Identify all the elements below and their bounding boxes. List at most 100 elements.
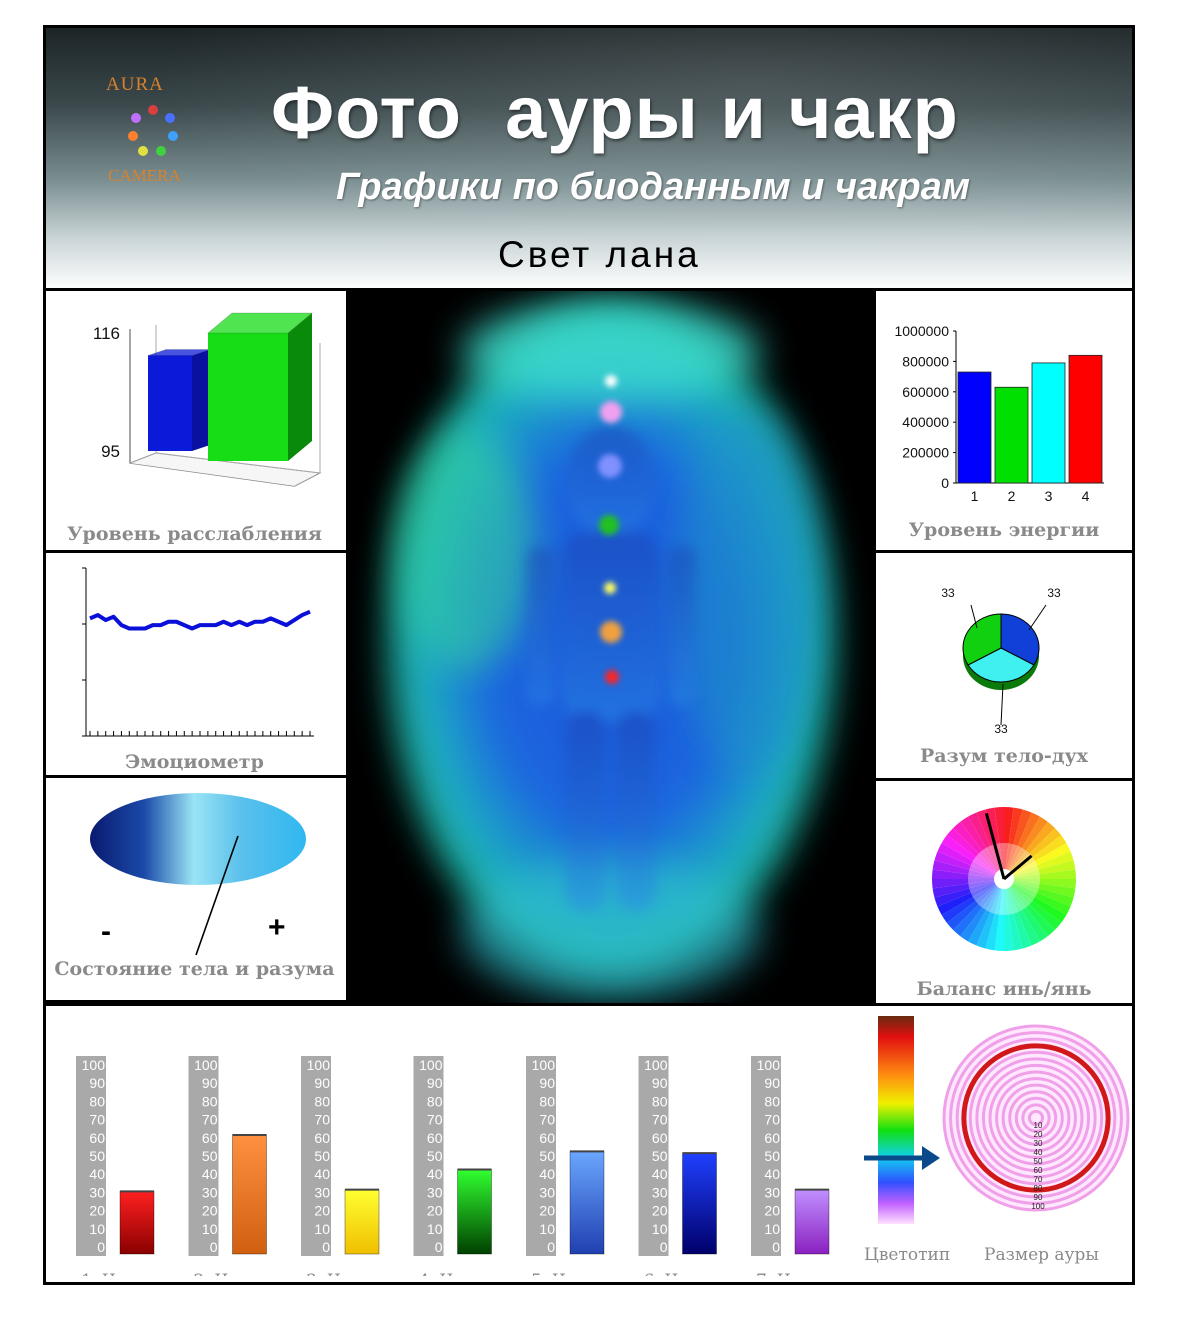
chakra-bar	[119, 1190, 155, 1255]
scale-label: 80	[764, 1093, 780, 1109]
scale-label: 50	[539, 1148, 555, 1164]
page-title: Фото ауры и чакр	[271, 71, 959, 154]
chakra-bar	[682, 1152, 717, 1255]
scale-label: 70	[202, 1112, 218, 1128]
aura-size-label: Размер ауры	[984, 1245, 1099, 1265]
aura-image	[389, 301, 833, 1001]
ring-label: 70	[1034, 1175, 1043, 1184]
chakra-bar	[232, 1134, 267, 1255]
chakra-scale	[638, 1056, 669, 1256]
aura-size-ring	[1001, 1083, 1071, 1153]
scale-label: 60	[539, 1130, 555, 1146]
aura-size-ring	[1027, 1109, 1045, 1127]
aura-size-ring	[988, 1070, 1084, 1166]
energy-bar	[957, 371, 992, 484]
wheel-segment	[941, 879, 1004, 923]
bar-side	[192, 349, 210, 451]
wheel-segment	[1004, 869, 1076, 879]
scale-label: 50	[427, 1148, 443, 1164]
chakra-scale	[188, 1056, 219, 1256]
divider	[873, 778, 1132, 781]
wheel-segment	[994, 879, 1004, 951]
mind-body-spirit-label: Разум тело-дух	[920, 745, 1088, 767]
scale-label: 0	[322, 1239, 330, 1255]
scale-label: 20	[764, 1203, 780, 1219]
scale-label: 0	[210, 1239, 218, 1255]
chakra-label: 1. Чакра	[81, 1271, 158, 1276]
wheel-segment	[1004, 879, 1040, 946]
scale-label: 30	[764, 1184, 780, 1200]
chakra-label: 2. Чакра	[194, 1271, 271, 1276]
y-tick-label: 1000000	[894, 323, 949, 339]
color-spectrum	[878, 1016, 914, 1224]
header-banner	[46, 28, 1132, 290]
scale-label: 70	[652, 1112, 668, 1128]
aura-size-marker	[961, 1043, 1111, 1193]
scale-label: 70	[314, 1112, 330, 1128]
scale-label: 90	[539, 1075, 555, 1091]
scale-label: 20	[652, 1203, 668, 1219]
ring-label: 60	[1034, 1166, 1043, 1175]
scale-label: 50	[314, 1148, 330, 1164]
wheel-segment	[1004, 809, 1032, 879]
scale-label: 0	[660, 1239, 668, 1255]
aura-size-ring	[981, 1063, 1091, 1173]
chakra-bar	[569, 1150, 605, 1255]
scale-label: 40	[539, 1166, 555, 1182]
scale-label: 100	[82, 1057, 106, 1073]
person-name: Свет лана	[498, 234, 701, 275]
wheel-segment	[932, 860, 1004, 879]
scale-label: 60	[764, 1130, 780, 1146]
x-tick-label: 2	[1008, 488, 1016, 504]
body-mind-state-gauge	[90, 793, 306, 956]
scale-label: 90	[652, 1075, 668, 1091]
scale-label: 20	[427, 1203, 443, 1219]
scale-label: 100	[757, 1057, 781, 1073]
ring-label: 40	[1034, 1148, 1043, 1157]
chakra-scale	[413, 1056, 444, 1256]
scale-label: 10	[764, 1221, 780, 1237]
aura-photo	[346, 291, 873, 1003]
wheel-segment	[1004, 807, 1014, 879]
wheel-segment	[1004, 879, 1023, 951]
yin-yang-label: Баланс инь/янь	[916, 978, 1092, 1000]
emotiometer-label: Эмоциометр	[125, 751, 264, 773]
scale-label: 30	[539, 1184, 555, 1200]
scale-label: 20	[202, 1203, 218, 1219]
scale-label: 10	[652, 1221, 668, 1237]
scale-label: 90	[314, 1075, 330, 1091]
wheel-segment	[1004, 807, 1023, 879]
ring-label: 90	[1034, 1193, 1043, 1202]
emotion-line	[89, 609, 311, 631]
scale-label: 60	[202, 1130, 218, 1146]
scale-label: 40	[89, 1166, 105, 1182]
chakra-label: 3. Чакра	[306, 1271, 383, 1276]
wheel-segment	[937, 879, 1004, 915]
wheel-segment	[932, 879, 1004, 898]
relaxation-panel: 116 95 Уровень расслабления	[46, 291, 343, 550]
chakra-bar	[344, 1189, 380, 1255]
aura-size-ring	[1021, 1103, 1051, 1133]
y-tick-label: 116	[93, 324, 120, 343]
x-tick-label: 3	[1045, 488, 1053, 504]
scale-label: 90	[764, 1075, 780, 1091]
ring-label: 30	[1034, 1139, 1043, 1148]
wheel-segment	[1004, 879, 1014, 951]
wheel-segment	[1004, 879, 1055, 937]
divider	[46, 1000, 346, 1003]
scale-label: 70	[89, 1112, 105, 1128]
scale-label: 60	[427, 1130, 443, 1146]
y-tick-label: 800000	[902, 353, 949, 369]
scale-label: 70	[764, 1112, 780, 1128]
yin-yang-color-wheel	[932, 807, 1076, 951]
scale-label: 60	[89, 1130, 105, 1146]
wheel-segment	[976, 879, 1004, 949]
y-tick-label: 0	[941, 475, 949, 491]
aura-size-ring	[942, 1024, 1130, 1212]
x-tick-label: 1	[971, 488, 979, 504]
energy-bar	[1068, 354, 1103, 484]
scale-label: 80	[202, 1093, 218, 1109]
x-tick-label: 4	[1082, 488, 1090, 504]
ring-label: 80	[1034, 1184, 1043, 1193]
